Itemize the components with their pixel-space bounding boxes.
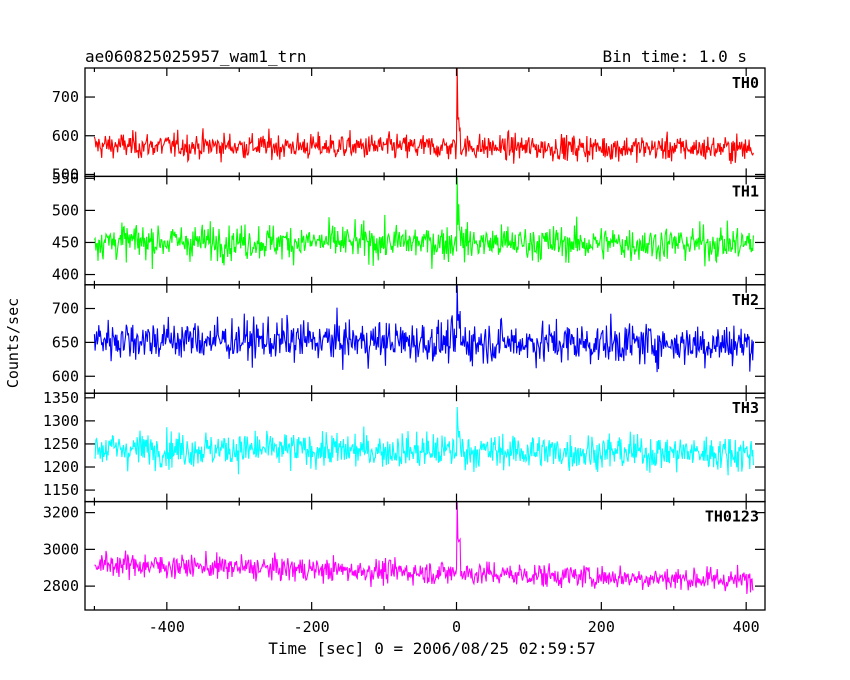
- series-th1: [93, 176, 754, 270]
- x-tick-label: 0: [452, 618, 461, 636]
- y-tick-label: 1250: [43, 435, 79, 453]
- panel-th0: 500 600 700 TH0: [52, 67, 766, 183]
- y-tick-label: 1150: [43, 481, 79, 499]
- panel-label: TH3: [732, 399, 759, 417]
- y-tick-label: 650: [52, 333, 79, 351]
- series-th2: [93, 284, 754, 373]
- y-tick-label: 1200: [43, 458, 79, 476]
- y-tick-label: 600: [52, 367, 79, 385]
- y-tick-label: 500: [52, 201, 79, 219]
- panel-label: TH0123: [705, 508, 759, 526]
- y-tick-label: 3200: [43, 504, 79, 522]
- panel-th1: 400 450 500 550 TH1: [52, 169, 766, 286]
- chart-title: ae060825025957_wam1_trn: [85, 47, 307, 66]
- y-tick-label: 600: [52, 127, 79, 145]
- bin-time-label: Bin time: 1.0 s: [603, 47, 748, 66]
- y-axis-label: Counts/sec: [4, 298, 22, 388]
- panel-frame: [84, 67, 766, 178]
- series-th0123: [94, 501, 754, 595]
- panel-th0123: 2800 3000 3200 TH0123: [43, 500, 766, 611]
- y-tick-label: 1350: [43, 389, 79, 407]
- panel-th3: 1150 1200 1250 1300 1350 TH3: [43, 389, 766, 503]
- series-th3: [94, 406, 754, 476]
- series-th0: [93, 68, 754, 165]
- x-tick-label: -400: [149, 618, 185, 636]
- y-tick-label: 500: [52, 165, 79, 183]
- panel-label: TH0: [732, 74, 759, 92]
- y-tick-label: 700: [52, 300, 79, 318]
- x-tick-label: -200: [294, 618, 330, 636]
- y-tick-label: 450: [52, 233, 79, 251]
- x-axis-label: Time [sec] 0 = 2006/08/25 02:59:57: [268, 639, 596, 658]
- panel-frame: [84, 175, 766, 286]
- x-tick-label: 200: [588, 618, 615, 636]
- panel-label: TH2: [732, 291, 759, 309]
- y-tick-label: 400: [52, 266, 79, 284]
- panel-th2: 600 650 700 TH2: [52, 284, 766, 394]
- y-tick-label: 3000: [43, 540, 79, 558]
- y-tick-label: 2800: [43, 577, 79, 595]
- y-tick-label: 700: [52, 88, 79, 106]
- y-tick-label: 550: [52, 169, 79, 187]
- x-tick-label: 400: [733, 618, 760, 636]
- y-tick-label: 1300: [43, 412, 79, 430]
- panel-frame: [84, 500, 766, 611]
- panel-label: TH1: [732, 182, 759, 200]
